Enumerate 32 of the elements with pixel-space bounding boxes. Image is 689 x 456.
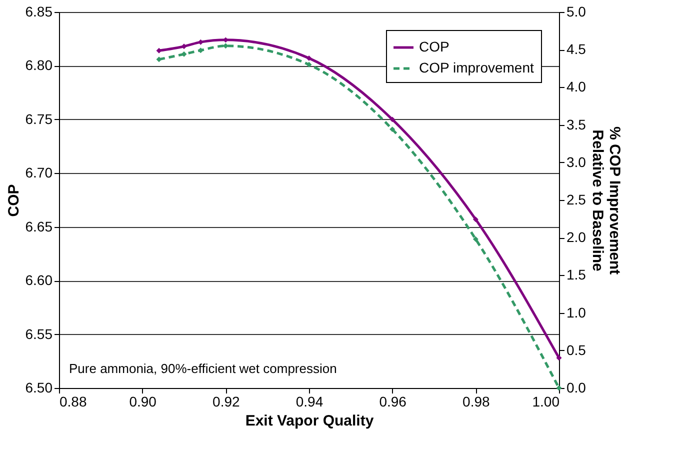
legend-label: COP [419,38,450,54]
x-tick-label: 0.96 [379,394,407,410]
y2-tick-label: 4.5 [566,41,586,58]
y-tick-label: 6.80 [25,57,53,74]
y-tick-label: 6.60 [25,272,53,288]
y2-tick-label: 2.5 [566,192,586,208]
x-tick-label: 1.00 [532,394,560,410]
y2-tick-label: 0.5 [566,342,586,358]
y2-tick-label: 1.0 [566,304,586,320]
x-tick-label: 0.88 [60,394,87,410]
y2-tick-label: 3.5 [566,116,586,132]
x-tick-label: 0.98 [462,394,490,410]
x-tick-label: 0.92 [212,394,240,410]
y2-tick-label: 0.0 [566,380,586,396]
y2-tick-label: 3.0 [566,154,586,170]
annotation: Pure ammonia, 90%-efficient wet compression [69,361,337,376]
y-axis-title: COP [5,184,22,217]
y-tick-label: 6.70 [25,164,53,181]
y2-tick-label: 4.0 [566,78,586,95]
y-tick-label: 6.55 [25,326,53,342]
y2-tick-label: 1.5 [566,266,586,283]
y-tick-label: 6.65 [25,218,53,234]
y-tick-label: 6.85 [25,4,53,20]
x-tick-label: 0.90 [129,394,157,410]
y-tick-label: 6.75 [25,110,53,127]
y2-tick-label: 5.0 [566,4,586,20]
legend-label: COP improvement [419,60,534,76]
x-tick-label: 0.94 [296,394,324,410]
y2-axis-title: % COP Improvement Relative to Baseline [588,126,623,275]
y2-tick-label: 2.0 [566,229,586,246]
y-tick-label: 6.50 [25,380,53,396]
x-axis-title: Exit Vapor Quality [245,412,374,430]
